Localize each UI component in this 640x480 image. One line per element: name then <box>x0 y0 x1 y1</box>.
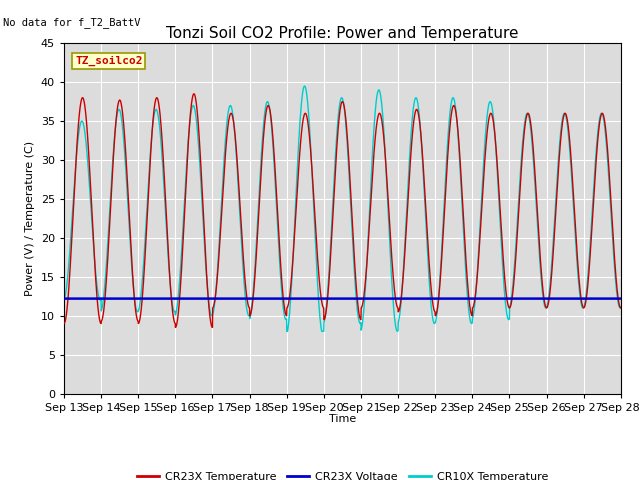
Text: No data for f_T2_BattV: No data for f_T2_BattV <box>3 17 141 28</box>
Text: TZ_soilco2: TZ_soilco2 <box>75 56 143 66</box>
Legend: CR23X Temperature, CR23X Voltage, CR10X Temperature: CR23X Temperature, CR23X Voltage, CR10X … <box>132 467 552 480</box>
Y-axis label: Power (V) / Temperature (C): Power (V) / Temperature (C) <box>26 141 35 296</box>
Title: Tonzi Soil CO2 Profile: Power and Temperature: Tonzi Soil CO2 Profile: Power and Temper… <box>166 25 518 41</box>
X-axis label: Time: Time <box>329 414 356 424</box>
